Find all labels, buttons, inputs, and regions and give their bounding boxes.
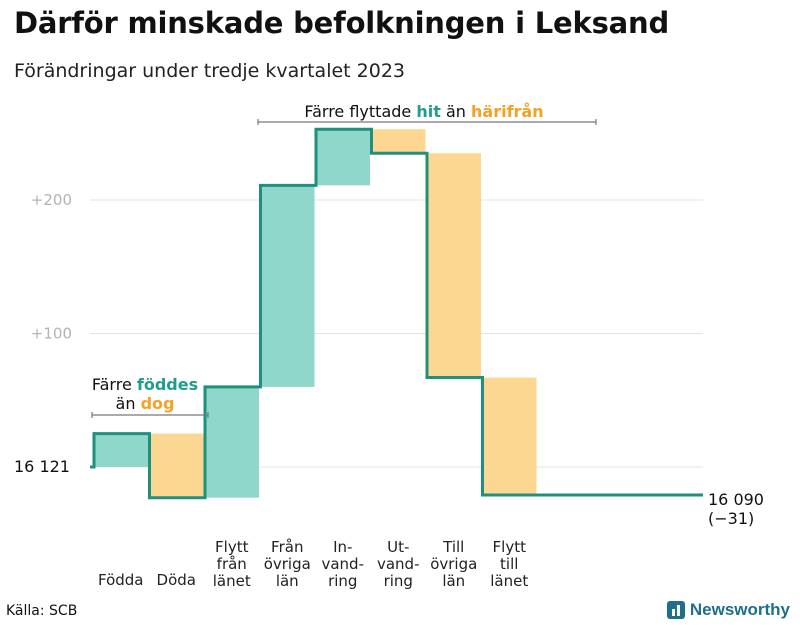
- x-tick-label: Till: [442, 538, 464, 556]
- x-tick-label: Från: [271, 538, 303, 556]
- start-value-label: 16 121: [14, 457, 70, 476]
- newsworthy-logo-icon: [666, 601, 685, 619]
- waterfall-bar: [427, 153, 481, 378]
- x-tick-label: län: [442, 572, 465, 590]
- end-value-label: 16 090: [708, 490, 764, 509]
- x-tick-label: ring: [384, 572, 413, 590]
- x-tick-label: Flytt: [493, 538, 527, 556]
- x-tick-label: ring: [328, 572, 357, 590]
- waterfall-bar: [149, 433, 204, 498]
- y-tick-label: +100: [31, 325, 72, 343]
- x-tick-label: Flytt: [215, 538, 249, 556]
- x-tick-label: Födda: [98, 571, 144, 589]
- x-tick-label: till: [500, 555, 518, 573]
- waterfall-bar: [316, 129, 370, 186]
- births-annotation-line2: än dog: [116, 394, 175, 413]
- page-title: Därför minskade befolkningen i Leksand: [14, 6, 670, 40]
- x-tick-label: Ut-: [387, 538, 409, 556]
- x-tick-label: län: [276, 572, 299, 590]
- x-tick-label: Döda: [157, 571, 196, 589]
- waterfall-bar: [94, 433, 148, 467]
- end-change-label: (−31): [708, 509, 754, 528]
- x-tick-label: vand-: [377, 555, 420, 573]
- migration-bracket: [257, 119, 597, 125]
- x-tick-label: övriga: [264, 555, 311, 573]
- x-tick-label: länet: [490, 572, 528, 590]
- page-subtitle: Förändringar under tredje kvartalet 2023: [14, 60, 406, 82]
- waterfall-bar: [205, 386, 259, 498]
- waterfall-bar: [260, 185, 315, 387]
- cumulative-step-line: [90, 127, 703, 500]
- x-tick-label: övriga: [430, 555, 477, 573]
- brand-logo: Newsworthy: [666, 600, 790, 620]
- births-bracket: [91, 412, 209, 418]
- migration-annotation: Färre flyttade hit än härifrån: [304, 102, 543, 121]
- waterfall-bar: [482, 377, 537, 496]
- x-tick-label: In-: [333, 538, 352, 556]
- x-tick-label: länet: [213, 572, 251, 590]
- waterfall-bar: [371, 129, 426, 154]
- x-tick-label: vand-: [321, 555, 364, 573]
- y-tick-label: +200: [31, 191, 72, 209]
- brand-name: Newsworthy: [689, 600, 790, 619]
- x-tick-label: från: [217, 555, 247, 573]
- births-annotation-line1: Färre föddes: [92, 375, 198, 394]
- source-label: Källa: SCB: [6, 603, 78, 619]
